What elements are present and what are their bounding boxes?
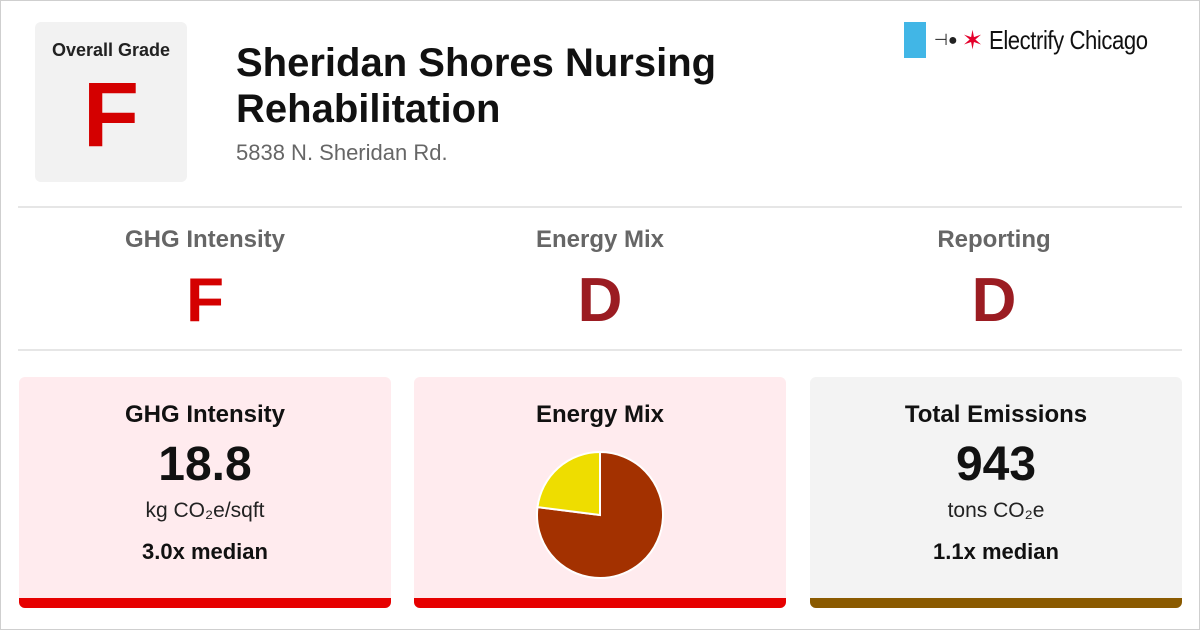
building-name: Sheridan Shores Nursing Rehabilitation (236, 41, 717, 131)
subgrade-label: Energy Mix (535, 226, 665, 253)
subgrade-energy-mix: Energy Mix D (403, 226, 797, 332)
total-emissions-unit: tons CO₂e (947, 499, 1045, 522)
total-emissions-value: 943 (955, 438, 1037, 491)
subgrade-grade: D (577, 266, 623, 335)
subgrade-label: GHG Intensity (124, 226, 286, 253)
brand-logo[interactable]: ⊣● ✶ Electrify Chicago (904, 22, 1176, 58)
divider (18, 349, 1182, 351)
star-icon: ✶ (961, 25, 984, 55)
plug-icon: ⊣● (934, 32, 958, 49)
overall-grade-value: F (82, 64, 140, 166)
ghg-intensity-unit: kg CO₂e/sqft (145, 499, 265, 522)
divider (18, 206, 1182, 208)
card-accent-bar (19, 598, 391, 608)
card-title: Total Emissions (904, 401, 1088, 428)
brand-name: Electrify Chicago (989, 24, 1149, 55)
ghg-intensity-median: 3.0x median (142, 539, 268, 564)
subgrade-grade: F (186, 266, 224, 335)
overall-grade-box: Overall Grade F (35, 22, 187, 182)
subgrade-reporting: Reporting D (797, 226, 1191, 332)
building-address: 5838 N. Sheridan Rd. (236, 140, 448, 165)
card-accent-bar (414, 598, 786, 608)
ghg-intensity-value: 18.8 (158, 438, 252, 491)
flag-icon (904, 22, 927, 58)
subgrade-grade: D (971, 266, 1017, 335)
pie-slice-1 (536, 450, 601, 517)
card-title: GHG Intensity (124, 401, 286, 428)
subgrade-ghg-intensity: GHG Intensity F (8, 226, 402, 332)
energy-mix-pie-chart (536, 450, 664, 579)
ghg-intensity-card: GHG Intensity 18.8 kg CO₂e/sqft 3.0x med… (19, 377, 391, 608)
total-emissions-card: Total Emissions 943 tons CO₂e 1.1x media… (810, 377, 1182, 608)
total-emissions-median: 1.1x median (933, 539, 1059, 564)
card-title: Energy Mix (535, 401, 665, 428)
subgrade-label: Reporting (937, 226, 1051, 253)
pie-slice-0 (536, 450, 664, 579)
overall-grade-label: Overall Grade (51, 40, 171, 60)
card-accent-bar (810, 598, 1182, 608)
energy-mix-card: Energy Mix (414, 377, 786, 608)
